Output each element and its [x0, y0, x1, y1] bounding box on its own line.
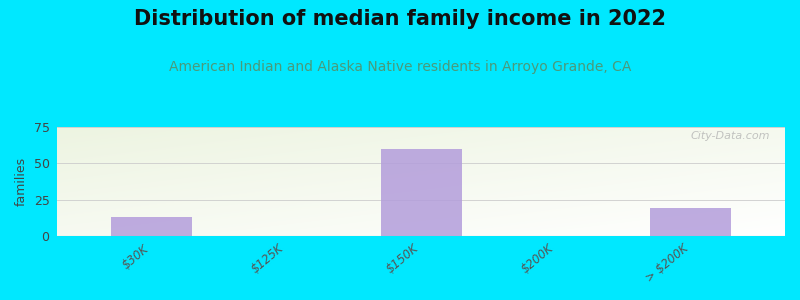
Bar: [111, 217, 192, 236]
Text: City-Data.com: City-Data.com: [691, 131, 770, 141]
Text: Distribution of median family income in 2022: Distribution of median family income in …: [134, 9, 666, 29]
Bar: [381, 149, 462, 236]
Bar: [650, 208, 731, 236]
Y-axis label: families: families: [15, 157, 28, 206]
Text: American Indian and Alaska Native residents in Arroyo Grande, CA: American Indian and Alaska Native reside…: [169, 60, 631, 74]
